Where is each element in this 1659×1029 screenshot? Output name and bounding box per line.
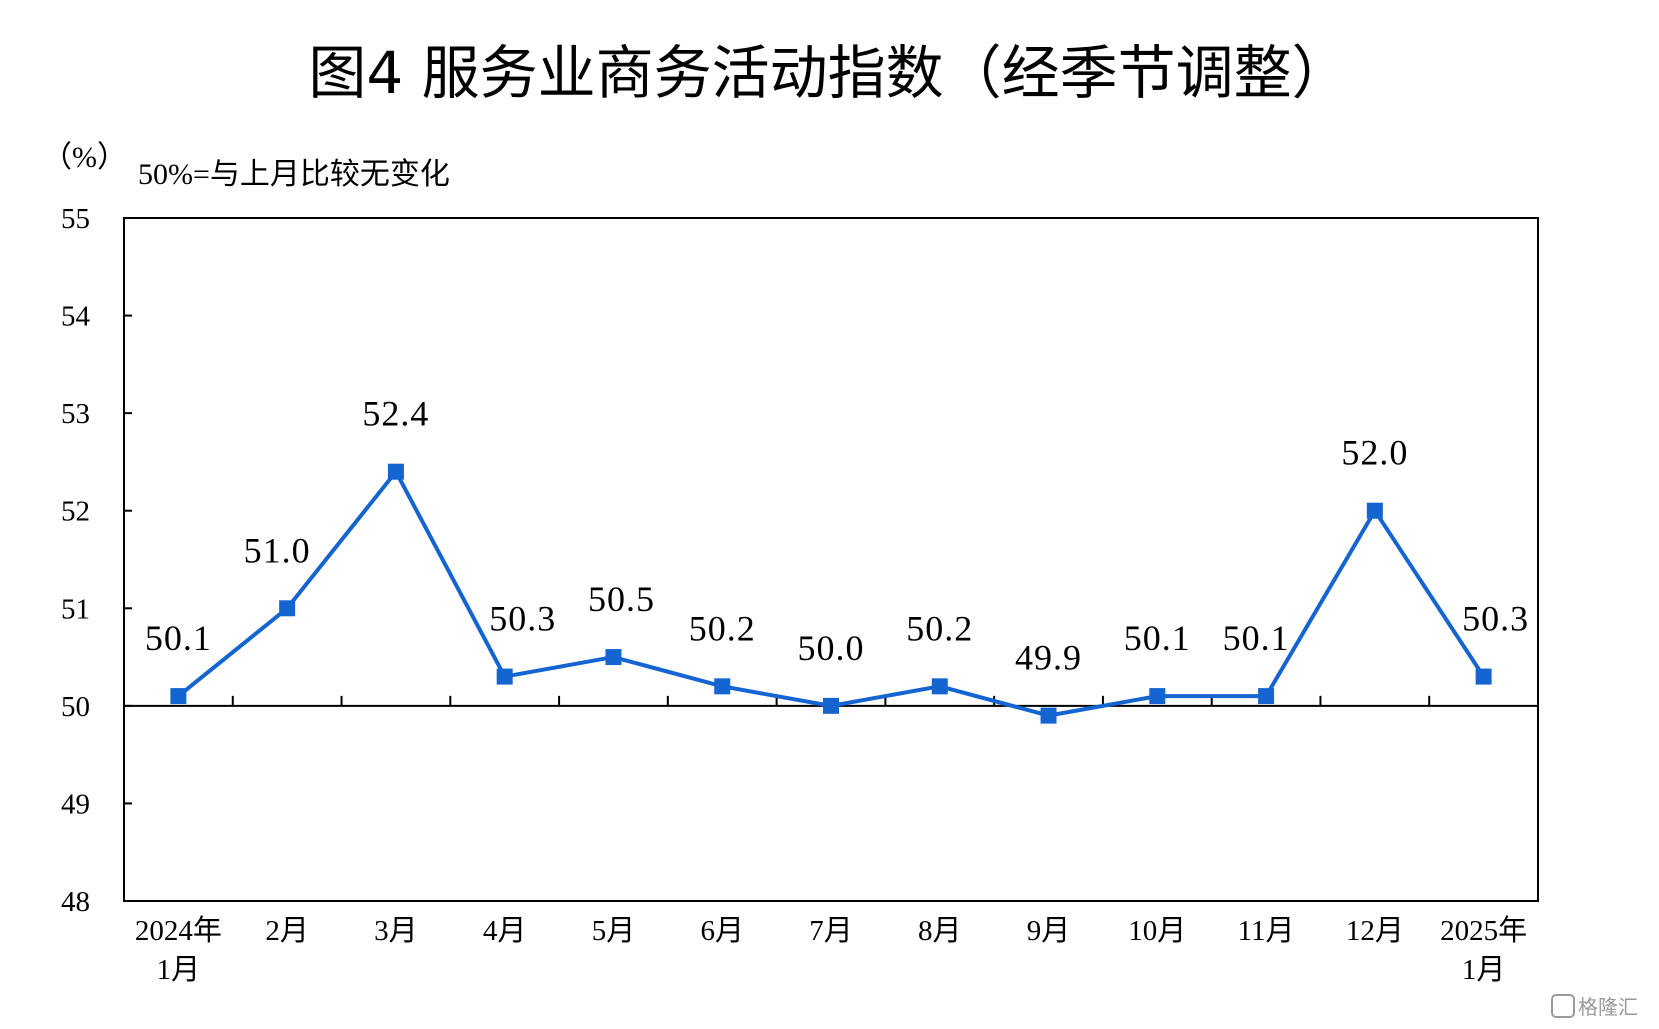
x-tick-label: 5月	[592, 915, 636, 947]
data-label: 52.0	[1341, 433, 1408, 473]
data-point	[714, 678, 731, 695]
y-axis-unit: （%）	[42, 141, 127, 174]
data-point	[387, 463, 404, 480]
data-point	[823, 697, 839, 714]
series-group	[170, 463, 1492, 724]
chart-note: 50%=与上月比较无变化	[138, 158, 450, 191]
y-tick-label: 53	[61, 398, 90, 430]
data-point	[1040, 707, 1057, 724]
data-point	[279, 600, 296, 617]
data-labels: 50.1 51.0 52.4 50.3 50.5 50.2 50.0 50.2 49.9 50.1…	[145, 394, 1529, 678]
y-tick-label: 49	[61, 788, 90, 820]
watermark: 格隆汇	[1551, 994, 1638, 1019]
data-point	[1475, 668, 1492, 685]
data-label: 50.0	[798, 628, 865, 668]
data-point	[605, 649, 622, 666]
data-label: 50.2	[906, 608, 973, 648]
data-point	[496, 668, 513, 685]
x-tick-label: 2024年	[135, 914, 222, 947]
data-label: 50.1	[145, 618, 212, 658]
data-label: 50.5	[588, 579, 655, 619]
data-point	[1149, 688, 1166, 705]
data-label: 50.1	[1124, 618, 1191, 658]
data-label: 50.2	[689, 608, 756, 648]
data-label: 52.4	[362, 394, 429, 434]
x-tick-label: 9月	[1027, 915, 1071, 947]
x-tick-label: 7月	[809, 915, 853, 947]
x-tick-label: 2025年	[1440, 914, 1527, 947]
y-tick-label: 50	[61, 691, 90, 723]
chart-title: 图4 服务业商务活动指数（经季节调整）	[308, 39, 1349, 107]
x-tick-label: 10月	[1128, 915, 1186, 947]
data-label: 51.0	[244, 530, 311, 570]
x-axis: 2024年 1月 2月 3月 4月 5月 6月 7月 8月 9月 10月 11月 12月 2025年 1月	[135, 914, 1527, 986]
data-point	[931, 678, 948, 695]
data-label: 50.3	[489, 599, 556, 639]
data-point	[1258, 688, 1275, 705]
x-tick-label: 2月	[265, 915, 309, 947]
data-label: 50.3	[1462, 599, 1529, 639]
x-tick-label: 1月	[1462, 954, 1506, 986]
plot-frame	[123, 217, 1539, 902]
y-tick-label: 52	[61, 496, 90, 528]
y-tick-label: 51	[61, 593, 90, 625]
x-tick-label: 6月	[700, 915, 744, 947]
x-tick-label: 1月	[157, 954, 201, 986]
data-point	[1366, 502, 1383, 519]
x-tick-label: 12月	[1346, 915, 1404, 947]
y-tick-label: 48	[61, 886, 90, 918]
x-tick-label: 11月	[1238, 915, 1295, 947]
data-label: 50.1	[1223, 618, 1290, 658]
x-tick-label: 4月	[483, 915, 527, 947]
y-tick-label: 55	[61, 203, 90, 235]
x-tick-label: 8月	[918, 915, 962, 947]
watermark-text: 格隆汇	[1578, 995, 1638, 1019]
x-tick-label: 3月	[374, 915, 418, 947]
series-line	[177, 469, 1486, 718]
data-label: 49.9	[1015, 638, 1082, 678]
y-tick-label: 54	[61, 301, 91, 333]
watermark-logo-icon	[1551, 994, 1575, 1018]
data-point	[170, 688, 187, 705]
y-axis: 48 49 50 51 52 53 54 55	[61, 203, 132, 918]
